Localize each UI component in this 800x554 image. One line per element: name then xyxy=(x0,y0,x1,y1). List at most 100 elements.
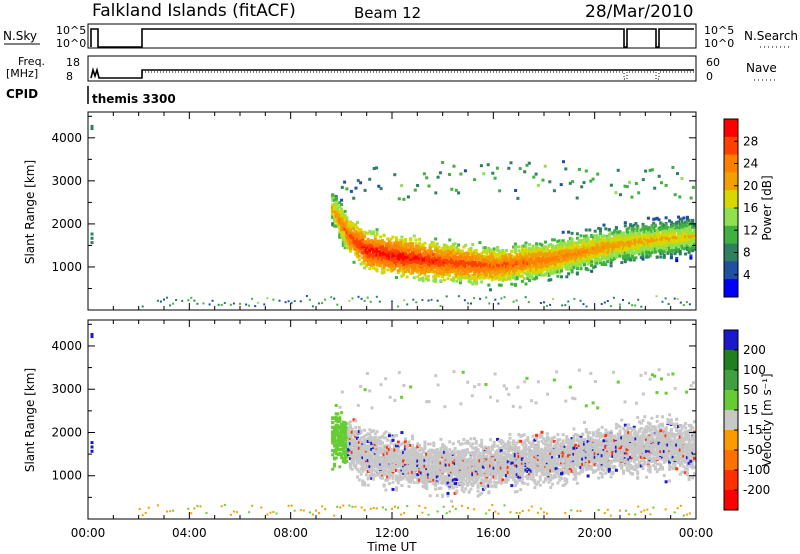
echo-cell xyxy=(568,250,572,254)
echo-cell xyxy=(387,247,391,251)
echo-cell xyxy=(363,254,367,258)
echo-cell xyxy=(421,279,425,283)
echo-cell xyxy=(570,270,574,274)
nsky-tick-bottom: 10^0 xyxy=(56,37,86,50)
echo-cell xyxy=(515,245,519,249)
echo-cell xyxy=(552,271,556,275)
echo-cell xyxy=(560,259,563,262)
echo-cell xyxy=(340,212,344,216)
echo-cell xyxy=(490,252,494,256)
echo-cell xyxy=(563,254,567,258)
echo-cell xyxy=(442,246,446,250)
echo-cell xyxy=(428,262,432,266)
echo-cell xyxy=(579,262,583,266)
echo-cell xyxy=(393,264,397,268)
echo-cell xyxy=(531,268,535,272)
echo-cell xyxy=(471,275,475,279)
echo-cell xyxy=(343,214,347,218)
echo-cell xyxy=(373,245,377,249)
echo-cell xyxy=(435,259,439,263)
echo-cell xyxy=(467,255,471,259)
echo-cell xyxy=(439,272,443,276)
echo-cell xyxy=(478,267,482,271)
echo-cell xyxy=(558,258,562,262)
echo-cell xyxy=(400,255,404,259)
echo-cell xyxy=(542,262,546,266)
echo-cell xyxy=(627,255,631,258)
echo-cell xyxy=(522,252,526,256)
echo-cell xyxy=(497,274,501,278)
echo-cell xyxy=(467,248,471,252)
echo-cell xyxy=(352,237,356,241)
echo-cell xyxy=(535,275,539,279)
echo-cell xyxy=(567,241,571,245)
echo-cell xyxy=(450,245,453,249)
echo-cell xyxy=(512,266,516,270)
echo-cell xyxy=(409,252,413,256)
echo-cell xyxy=(366,231,370,235)
echo-cell xyxy=(533,258,537,261)
echo-cell xyxy=(354,242,358,246)
echo-cell xyxy=(432,245,436,248)
echo-cell xyxy=(403,252,407,256)
echo-cell xyxy=(419,260,423,263)
echo-cell xyxy=(462,245,466,249)
echo-cell xyxy=(549,255,553,259)
echo-cell xyxy=(403,256,407,260)
echo-cell xyxy=(414,255,418,259)
echo-cell xyxy=(354,237,358,241)
echo-cell xyxy=(455,265,459,269)
echo-cell xyxy=(540,273,544,276)
echo-cell xyxy=(464,273,468,277)
echo-cell xyxy=(393,254,397,257)
echo-cell xyxy=(434,253,438,256)
echo-cell xyxy=(352,224,356,228)
echo-cell xyxy=(460,260,464,263)
echo-cell xyxy=(356,233,359,236)
echo-cell xyxy=(466,264,469,267)
echo-cell xyxy=(395,236,398,240)
echo-cell xyxy=(437,256,441,260)
echo-cell xyxy=(450,262,453,266)
echo-cell xyxy=(489,271,492,275)
echo-cell xyxy=(505,271,508,275)
echo-cell xyxy=(533,271,537,275)
echo-cell xyxy=(389,250,393,254)
echo-cell xyxy=(554,260,558,264)
echo-cell xyxy=(529,266,533,270)
echo-cell xyxy=(453,258,457,262)
echo-cell xyxy=(485,258,489,262)
echo-cell xyxy=(384,246,388,250)
echo-cell xyxy=(524,259,528,263)
echo-cell xyxy=(450,255,453,259)
echo-cell xyxy=(499,273,503,277)
echo-cell xyxy=(567,246,571,250)
echo-cell xyxy=(382,270,386,274)
echo-cell xyxy=(345,230,349,234)
echo-cell xyxy=(503,261,507,265)
echo-cell xyxy=(386,237,390,241)
echo-cell xyxy=(441,273,445,276)
echo-cell xyxy=(375,247,379,251)
echo-cell xyxy=(517,271,521,275)
echo-cell xyxy=(373,241,377,245)
echo-cell xyxy=(646,216,650,220)
echo-cell xyxy=(457,256,461,259)
echo-cell xyxy=(554,263,558,267)
echo-cell xyxy=(481,263,485,267)
echo-cell xyxy=(393,245,397,249)
echo-cell xyxy=(403,261,407,265)
echo-cell xyxy=(347,244,351,248)
echo-cell xyxy=(558,239,562,243)
echo-cell xyxy=(664,216,668,220)
echo-cell xyxy=(560,242,563,246)
echo-cell xyxy=(512,245,516,249)
echo-cell xyxy=(510,264,514,268)
echo-cell xyxy=(526,262,530,266)
echo-cell xyxy=(446,256,450,260)
echo-cell xyxy=(437,261,441,265)
echo-cell xyxy=(490,278,494,282)
echo-cell xyxy=(457,269,461,272)
echo-cell xyxy=(446,263,450,267)
echo-cell xyxy=(333,219,336,223)
